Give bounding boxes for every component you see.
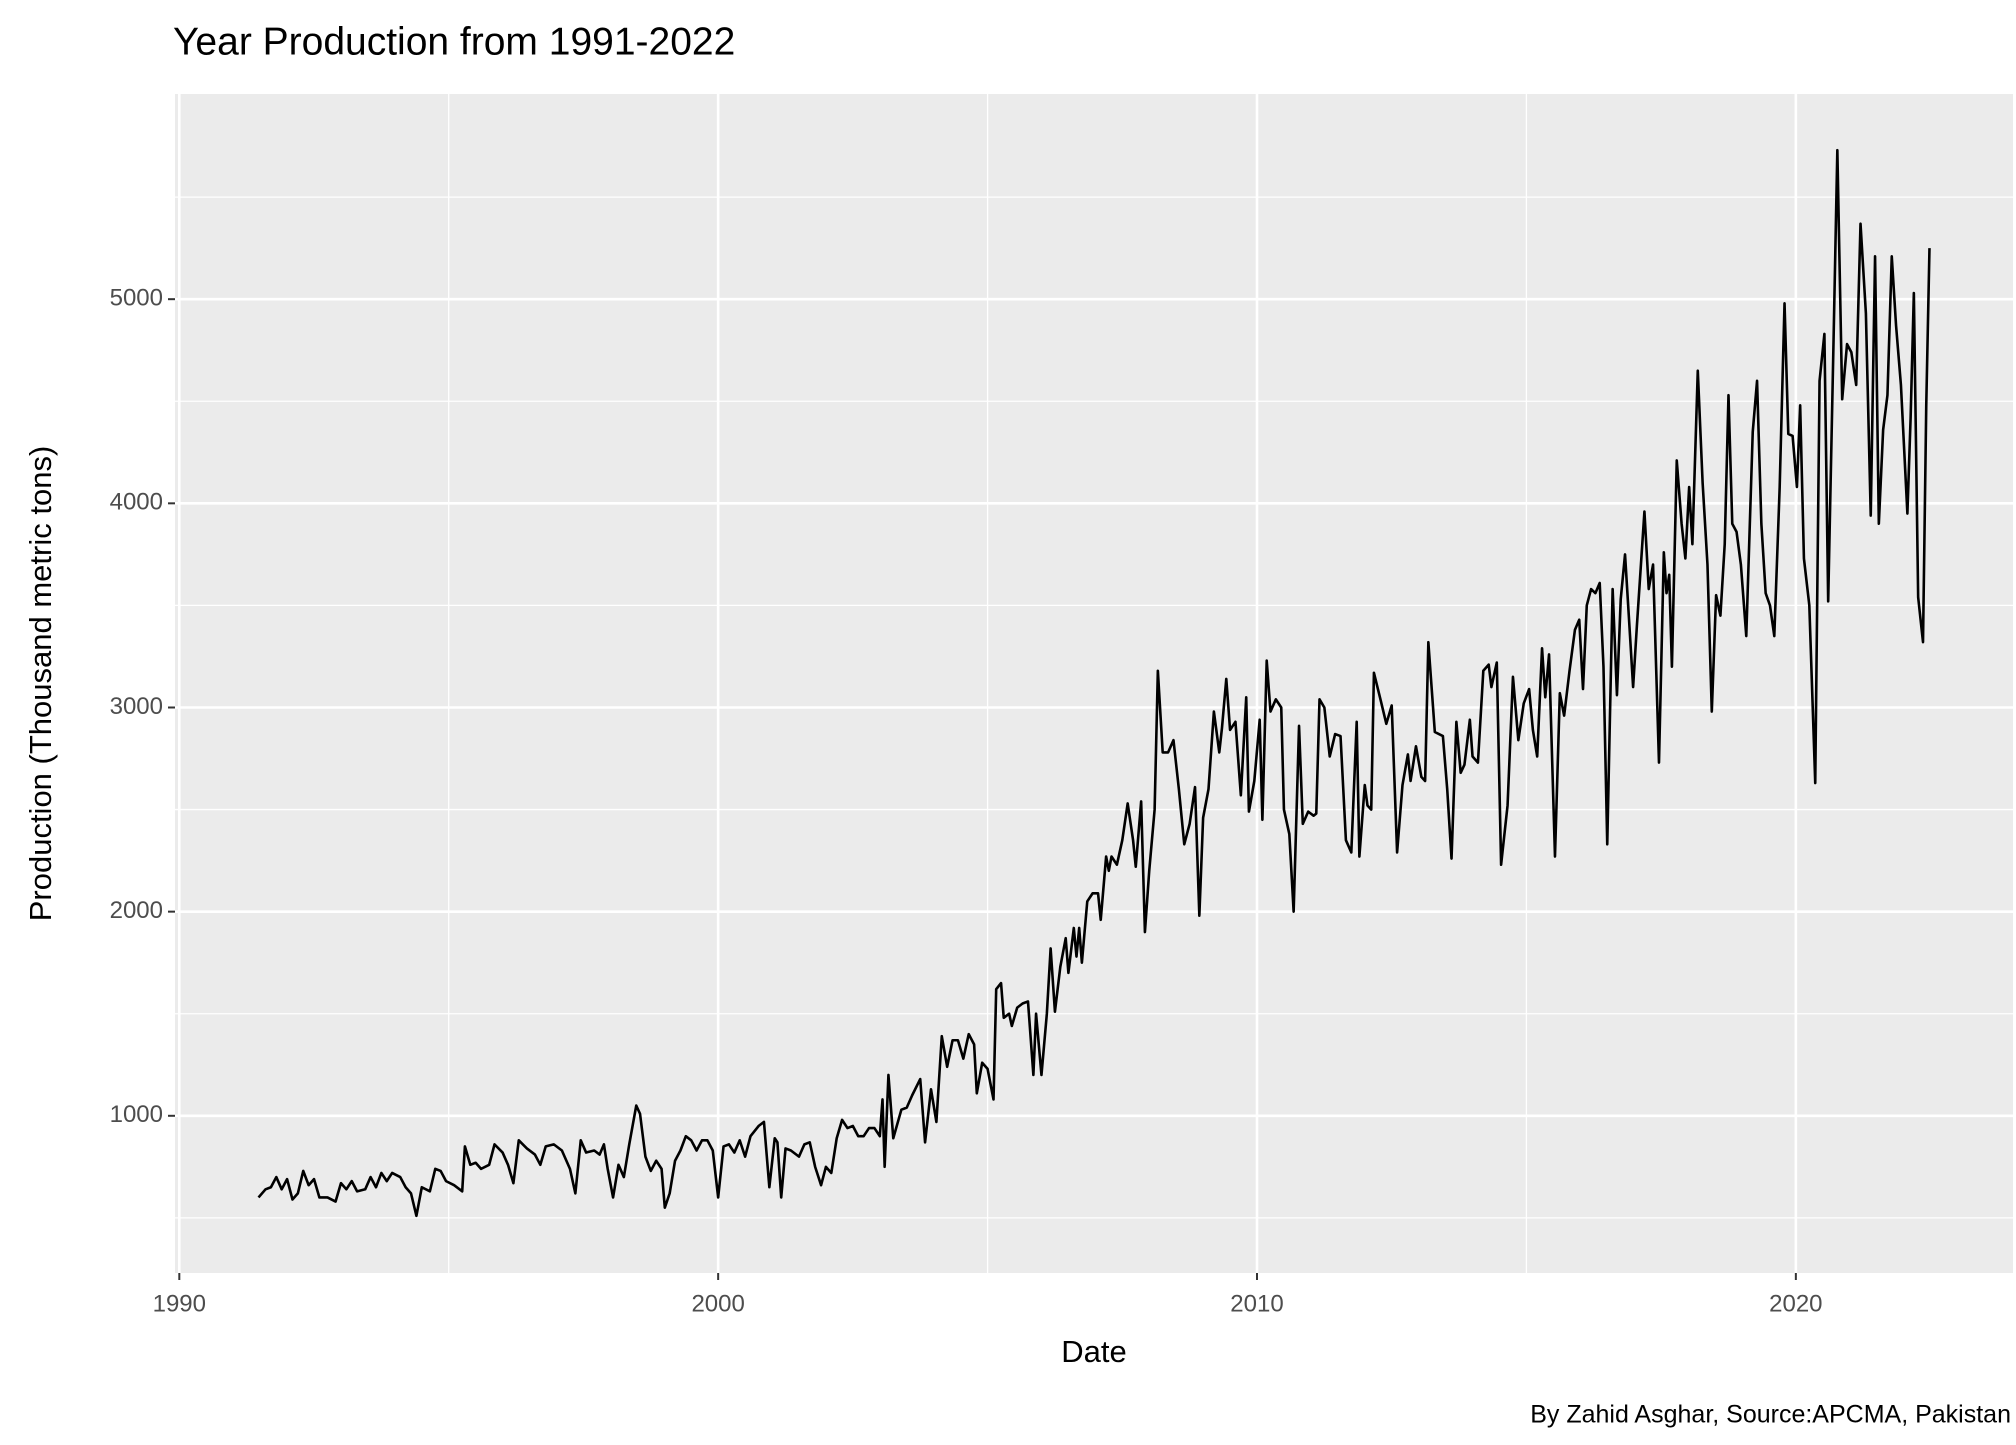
y-tick-label: 4000 — [110, 489, 163, 516]
plot-panel — [175, 94, 2013, 1273]
caption: By Zahid Asghar, Source:APCMA, Pakistan — [1530, 1401, 2011, 1429]
y-tick-label: 3000 — [110, 693, 163, 720]
y-axis-title: Production (Thousand metric tons) — [23, 446, 58, 922]
x-tick-label: 2000 — [691, 1290, 744, 1317]
x-tick-label: 1990 — [153, 1290, 206, 1317]
axes: 1000 2000 3000 4000 5000 1990 2000 2010 2020 — [110, 285, 1823, 1318]
y-tick-label: 5000 — [110, 285, 163, 312]
x-tick-label: 2010 — [1230, 1290, 1283, 1317]
chart-title: Year Production from 1991-2022 — [173, 20, 735, 63]
marks — [257, 148, 1931, 1218]
y-tick-label: 2000 — [110, 897, 163, 924]
grid — [175, 94, 2013, 1273]
x-axis-title: Date — [1061, 1334, 1126, 1369]
y-tick-label: 1000 — [110, 1101, 163, 1128]
x-tick-label: 2020 — [1769, 1290, 1822, 1317]
data-line — [257, 148, 1931, 1218]
